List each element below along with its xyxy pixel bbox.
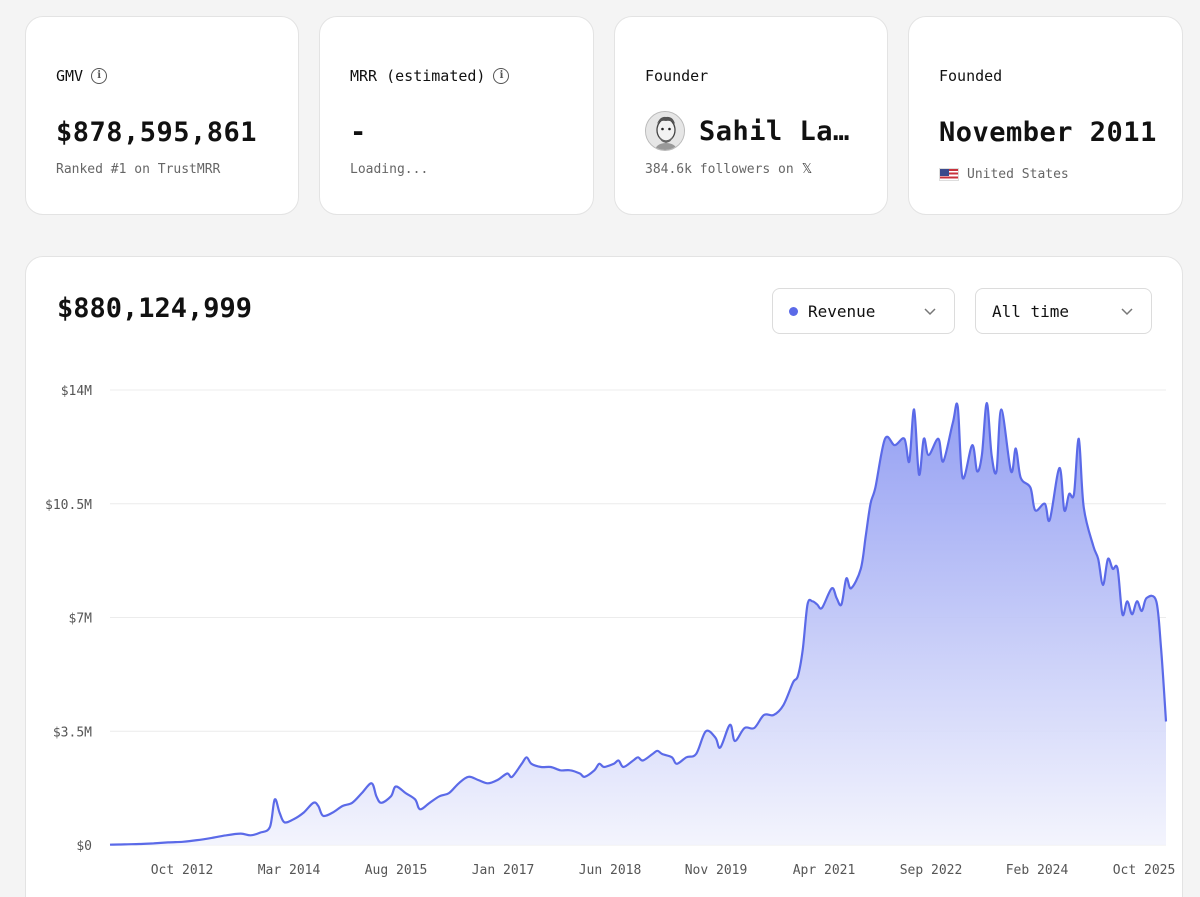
avatar[interactable] (645, 111, 685, 151)
x-tick-label: Mar 2014 (258, 863, 321, 878)
revenue-series-line[interactable] (109, 401, 1168, 846)
x-logo-icon[interactable]: 𝕏 (801, 162, 813, 177)
y-tick-label: $14M (61, 384, 92, 399)
x-tick-label: Apr 2021 (793, 863, 856, 878)
range-select[interactable]: All time (975, 288, 1152, 334)
founder-name[interactable]: Sahil Lavingia (699, 115, 859, 147)
mrr-card: MRR (estimated) i - Loading... (319, 16, 594, 215)
founded-country: United States (967, 167, 1069, 182)
founded-card: Founded November 2011 United States (908, 16, 1183, 215)
mrr-status: Loading... (350, 162, 429, 177)
info-icon[interactable]: i (493, 68, 510, 84)
y-tick-label: $7M (69, 612, 93, 627)
mrr-value: - (350, 117, 367, 148)
info-icon[interactable]: i (91, 68, 108, 84)
founder-card[interactable]: Founder Sahil Lavingia 384.6k followers … (614, 16, 888, 215)
x-tick-label: Sep 2022 (900, 863, 963, 878)
x-tick-label: Aug 2015 (365, 863, 428, 878)
chart-total: $880,124,999 (57, 293, 253, 324)
x-tick-label: Feb 2024 (1006, 863, 1069, 878)
revenue-area-chart[interactable]: $0 $3.5M $7M $10.5M $14M Oct 2012 Mar 2014 Aug … (26, 257, 1184, 897)
gmv-rank: Ranked #1 on TrustMRR (56, 162, 221, 177)
revenue-chart-card: $880,124,999 Revenue All time $0 $3.5M $7M… (25, 256, 1183, 897)
chevron-down-icon (1121, 308, 1133, 316)
founded-label: Founded (939, 67, 1003, 85)
gmv-card: GMV i $878,595,861 Ranked #1 on TrustMRR (25, 16, 299, 215)
mrr-label: MRR (estimated) (350, 67, 486, 85)
x-tick-label: Jun 2018 (579, 863, 642, 878)
x-tick-label: Nov 2019 (685, 863, 748, 878)
us-flag-icon (939, 168, 959, 181)
y-tick-label: $3.5M (53, 725, 92, 740)
founder-followers: 384.6k followers on (645, 162, 794, 177)
gmv-value: $878,595,861 (56, 117, 258, 148)
gmv-label: GMV (56, 67, 84, 85)
x-tick-label: Oct 2012 (151, 863, 214, 878)
y-tick-label: $0 (76, 839, 92, 854)
metric-select-label: Revenue (808, 301, 876, 321)
revenue-area-fill (110, 403, 1166, 845)
series-dot-icon (789, 306, 798, 316)
chevron-down-icon (924, 308, 936, 316)
founded-date: November 2011 (939, 117, 1157, 148)
x-tick-label: Jan 2017 (472, 863, 535, 878)
founder-label: Founder (645, 67, 709, 85)
y-tick-label: $10.5M (45, 498, 92, 513)
range-select-label: All time (992, 301, 1070, 321)
x-tick-label: Oct 2025 (1113, 863, 1176, 878)
metric-select[interactable]: Revenue (772, 288, 955, 334)
